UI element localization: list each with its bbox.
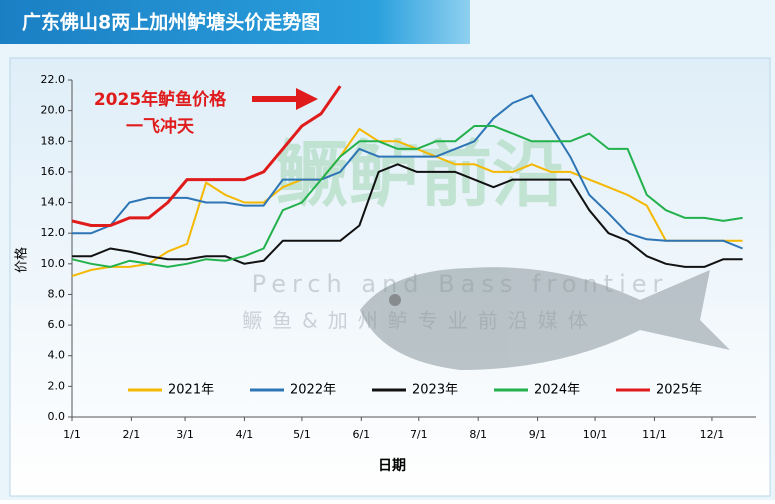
y-tick-label: 8.0 — [48, 287, 66, 300]
x-tick-label: 5/1 — [293, 428, 311, 441]
annotation: 2025年鲈鱼价格 — [94, 89, 227, 110]
y-tick-label: 10.0 — [41, 257, 66, 270]
y-tick-label: 16.0 — [41, 165, 66, 178]
y-axis-label: 价格 — [14, 247, 30, 273]
series-line — [72, 163, 743, 268]
x-tick-label: 1/1 — [63, 428, 81, 441]
legend-label: 2022年 — [290, 383, 336, 398]
panel — [9, 57, 771, 497]
x-tick-label: 8/1 — [469, 428, 487, 441]
y-tick-label: 2.0 — [48, 379, 66, 392]
annotation-arrow — [252, 88, 318, 110]
y-tick-label: 6.0 — [48, 318, 66, 331]
legend-label: 2025年 — [656, 383, 702, 398]
legend-label: 2023年 — [412, 383, 458, 398]
y-tick-label: 22.0 — [41, 73, 66, 86]
x-tick-label: 9/1 — [529, 428, 547, 441]
y-tick-label: 0.0 — [48, 410, 66, 423]
x-tick-label: 6/1 — [352, 428, 370, 441]
y-tick-label: 12.0 — [41, 226, 66, 239]
legend-label: 2021年 — [168, 383, 214, 398]
watermark: 鳜鲈前沿 — [276, 133, 564, 217]
x-tick-label: 12/1 — [700, 428, 725, 441]
x-tick-label: 2/1 — [123, 428, 141, 441]
y-tick-label: 18.0 — [41, 134, 66, 147]
series-line — [71, 85, 342, 227]
title-banner — [0, 0, 470, 44]
x-axis-label: 日期 — [378, 458, 406, 474]
x-tick-label: 7/1 — [410, 428, 428, 441]
x-tick-label: 11/1 — [642, 428, 667, 441]
y-tick-label: 14.0 — [41, 196, 66, 209]
x-tick-label: 10/1 — [583, 428, 608, 441]
x-tick-label: 4/1 — [236, 428, 254, 441]
series-line — [71, 125, 743, 268]
y-tick-label: 4.0 — [48, 349, 66, 362]
y-tick-label: 20.0 — [41, 104, 66, 117]
legend-label: 2024年 — [534, 383, 580, 398]
fish — [360, 267, 730, 370]
chart-title: 广东佛山8两上加州鲈塘头价走势图 — [22, 11, 320, 34]
annotation: 一飞冲天 — [126, 116, 195, 137]
series-line — [71, 128, 743, 278]
series-line — [72, 94, 743, 250]
x-tick-label: 3/1 — [176, 428, 194, 441]
